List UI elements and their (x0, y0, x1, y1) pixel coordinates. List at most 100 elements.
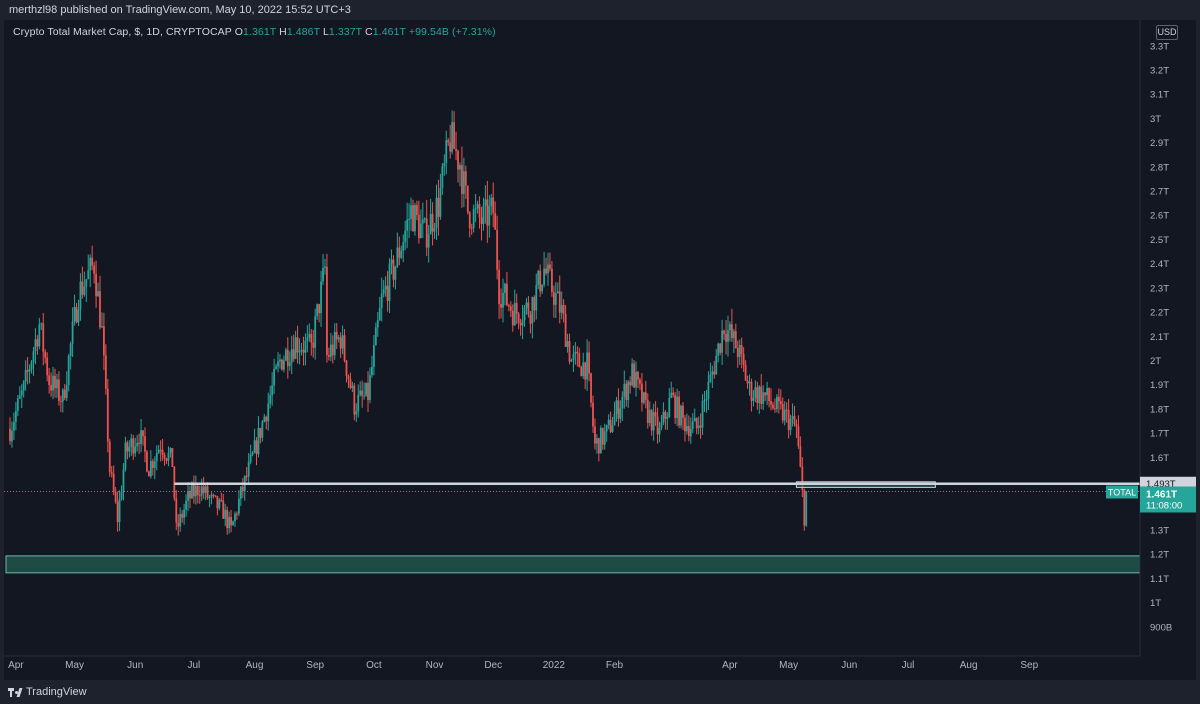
candle (402, 234, 405, 263)
candle-body (132, 438, 135, 454)
candle (308, 323, 311, 342)
candle (34, 328, 37, 365)
candle (631, 358, 634, 387)
candle (568, 333, 571, 365)
candle-body (357, 395, 360, 412)
candle (715, 348, 718, 375)
candle-body (322, 268, 324, 282)
candle-body (445, 140, 448, 163)
candle-body (302, 349, 305, 353)
candle-body (310, 333, 313, 343)
candle-body (298, 351, 301, 353)
candle (153, 456, 156, 480)
candle (365, 382, 367, 397)
candle-body (296, 337, 299, 353)
candle-body (279, 359, 281, 362)
x-tick-label: Oct (366, 660, 382, 671)
candle-body (218, 499, 221, 509)
candle (547, 252, 549, 286)
y-tick-label: 3T (1150, 114, 1161, 125)
candle (523, 305, 526, 327)
candle-body (187, 491, 189, 501)
open-value: 1.361T (242, 26, 277, 38)
candle (146, 449, 148, 473)
candle-body (558, 291, 561, 313)
currency-button[interactable]: USD (1156, 25, 1178, 40)
candle-body (603, 431, 606, 445)
candle-body (774, 408, 776, 410)
candle (623, 370, 626, 409)
candle-body (668, 398, 671, 417)
candle-body (664, 411, 667, 419)
candle-body (234, 513, 236, 522)
candle (165, 457, 168, 464)
candle (163, 452, 166, 466)
candle-body (484, 199, 487, 206)
tradingview-logo[interactable]: TradingView (8, 686, 87, 698)
candle (255, 437, 258, 466)
candle-body (742, 353, 745, 365)
candle (578, 347, 581, 368)
candle-body (439, 188, 442, 217)
candle-body (263, 416, 266, 422)
candle-body (384, 285, 387, 290)
candle-body (515, 302, 518, 314)
candle-body (586, 352, 589, 380)
candle-body (684, 417, 686, 432)
candle-body (551, 268, 553, 293)
candle (748, 374, 751, 396)
candle (439, 173, 442, 220)
candle-body (327, 355, 330, 357)
candle-body (261, 421, 264, 438)
candle (793, 405, 796, 427)
candle (369, 367, 371, 404)
candle-body (42, 323, 45, 352)
candle-body (163, 454, 166, 459)
candle-body (316, 304, 319, 317)
candle (251, 450, 254, 457)
candle (112, 465, 115, 496)
candle (556, 282, 559, 294)
candle-body (425, 218, 428, 248)
candle-body (410, 205, 412, 219)
candle (298, 338, 301, 365)
price-scale[interactable] (1140, 20, 1196, 680)
candle (167, 446, 170, 467)
candle-body (666, 416, 669, 419)
candle-body (142, 430, 144, 437)
x-tick-label: Jul (187, 660, 200, 671)
candle-body (130, 438, 133, 447)
candle (271, 372, 274, 406)
candle-body (83, 286, 86, 295)
candle-body (212, 494, 215, 496)
candle-body (779, 401, 782, 405)
candle-body (13, 422, 15, 431)
candle-body (627, 381, 630, 400)
candle (658, 421, 661, 443)
candle-body (222, 500, 225, 519)
candle-body (748, 381, 751, 384)
candle-body (691, 421, 694, 429)
high-label: H (279, 26, 287, 38)
candle (662, 402, 665, 426)
candle-body (398, 247, 401, 258)
candle (637, 370, 639, 389)
candle (551, 261, 553, 297)
candle-body (112, 473, 115, 492)
candle (535, 273, 538, 320)
candle-body (427, 234, 430, 248)
candle-body (388, 263, 391, 301)
y-tick-label: 2.4T (1150, 259, 1169, 270)
candle-body (292, 349, 295, 359)
candle-body (660, 422, 663, 429)
chart-area[interactable]: Apr May Jun Jul Aug Sep Oct Nov Dec 2022 Feb Apr May… (4, 20, 1196, 680)
candle (713, 360, 716, 379)
candle (414, 202, 416, 236)
candle-body (459, 165, 461, 170)
chart-svg[interactable]: Apr May Jun Jul Aug Sep Oct Nov Dec 2022 Feb Apr May… (4, 20, 1196, 680)
candle (730, 308, 733, 342)
candle (498, 260, 500, 320)
candle (50, 372, 52, 397)
candle-body (715, 355, 718, 375)
candle-body (65, 385, 68, 399)
